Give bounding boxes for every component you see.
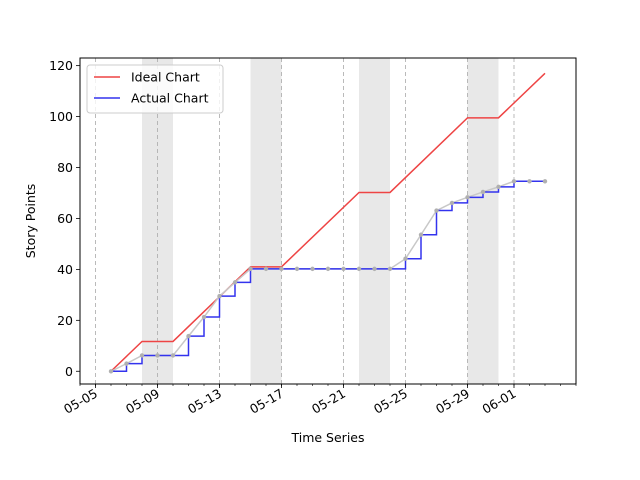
y-tick-label: 20 [57, 313, 73, 328]
actual-data-point [527, 179, 532, 184]
actual-data-point [496, 184, 501, 190]
actual-data-point [341, 266, 346, 272]
actual-data-point [480, 189, 486, 195]
y-tick-label: 40 [57, 262, 73, 277]
actual-data-point [232, 280, 238, 285]
weekend-band [467, 58, 499, 384]
x-tick-label: 05-05 [61, 386, 100, 417]
x-tick-label: 05-17 [247, 386, 286, 417]
y-tick-label: 80 [57, 160, 73, 175]
y-tick-label: 0 [65, 364, 73, 379]
actual-data-point [449, 200, 455, 206]
x-tick-label: 05-21 [309, 386, 348, 417]
vertical-gridlines [95, 58, 515, 384]
y-axis-label: Story Points [23, 184, 38, 259]
actual-data-point [511, 179, 517, 184]
weekend-band [250, 58, 282, 384]
actual-data-point [248, 266, 253, 272]
x-tick-label: 05-09 [123, 386, 162, 417]
actual-data-point [465, 195, 470, 200]
x-axis-label: Time Series [290, 430, 364, 445]
actual-data-point [279, 266, 284, 272]
actual-data-point [387, 266, 393, 272]
actual-data-point [403, 256, 408, 261]
actual-data-point [418, 232, 424, 237]
series-line-ideal [110, 72, 546, 372]
actual-data-point [325, 266, 331, 272]
actual-data-point [201, 314, 207, 320]
weekend-band [359, 58, 390, 384]
x-tick-label: 05-13 [185, 386, 224, 417]
x-tick-label: 05-29 [433, 386, 472, 417]
actual-data-point [310, 266, 315, 272]
actual-data-point [108, 369, 114, 374]
series-line-actual [111, 180, 545, 373]
actual-data-point [542, 179, 548, 184]
y-tick-label: 100 [49, 109, 73, 124]
actual-data-point [139, 353, 145, 358]
legend-label-actual: Actual Chart [131, 91, 209, 106]
y-tick-label: 60 [57, 211, 73, 226]
series-layer [108, 72, 548, 374]
actual-data-point [170, 353, 176, 358]
actual-data-point [434, 208, 439, 213]
actual-data-point [155, 353, 160, 358]
legend-label-ideal: Ideal Chart [131, 70, 200, 85]
actual-data-point [186, 333, 191, 339]
legend: Ideal Chart Actual Chart [86, 64, 224, 114]
y-tick-label: 120 [49, 58, 73, 73]
actual-data-point [217, 293, 222, 299]
x-tick-label: 05-25 [371, 386, 410, 417]
legend-box [86, 64, 224, 114]
actual-data-point [294, 266, 300, 272]
actual-data-point [356, 266, 362, 272]
actual-data-point [263, 266, 269, 272]
x-axis-ticks: 05-05 05-09 05-13 05-17 05-21 05-25 05-29 06-01 [61, 384, 577, 417]
x-tick-label: 06-01 [480, 386, 519, 417]
actual-data-point [124, 361, 129, 366]
actual-data-point [372, 266, 377, 272]
y-axis-ticks: 0 20 40 60 80 100 120 [49, 58, 80, 379]
